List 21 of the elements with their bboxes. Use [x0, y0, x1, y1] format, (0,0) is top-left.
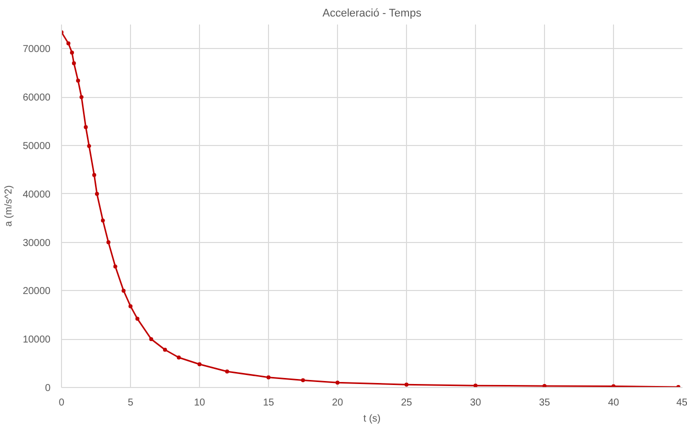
- x-tick-label: 5: [128, 398, 134, 408]
- y-axis-title: a (m/s^2): [4, 185, 15, 227]
- y-tick-label: 50000: [22, 141, 51, 152]
- x-tick-label: 35: [538, 398, 550, 408]
- x-tick-label: 25: [400, 398, 412, 408]
- y-tick-label: 40000: [22, 189, 51, 200]
- y-tick-label: 30000: [22, 238, 51, 249]
- x-tick-label: 0: [58, 398, 65, 408]
- y-tick-label: 60000: [22, 92, 51, 104]
- x-tick-label: 40: [608, 398, 620, 408]
- x-tick-label: 45: [676, 398, 687, 408]
- x-tick-label: 10: [194, 398, 206, 408]
- y-tick-label: 10000: [22, 334, 51, 346]
- y-tick-label: 70000: [22, 44, 51, 56]
- y-tick-label: 20000: [22, 286, 51, 298]
- x-axis-title: t (s): [363, 414, 381, 424]
- x-tick-label: 30: [470, 398, 482, 408]
- x-tick-label: 20: [332, 398, 344, 408]
- chart-title: Acceleració - Temps: [322, 8, 422, 20]
- x-tick-label: 15: [262, 398, 274, 408]
- y-tick-label: 0: [44, 383, 51, 394]
